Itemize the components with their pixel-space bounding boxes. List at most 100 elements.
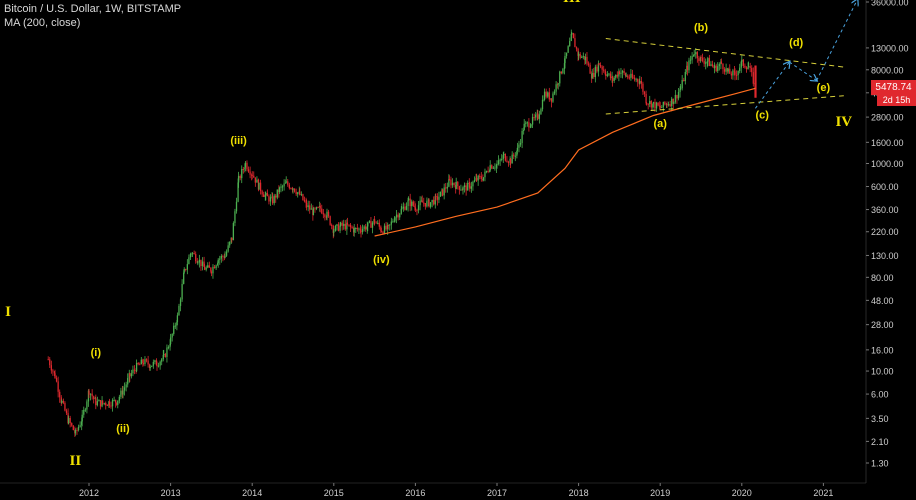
candle	[275, 195, 277, 198]
candle	[231, 237, 233, 241]
candle	[380, 226, 382, 232]
y-tick-label: 13000.00	[871, 43, 909, 53]
candle	[234, 211, 236, 223]
candle	[548, 92, 550, 100]
x-tick-label: 2015	[324, 488, 344, 498]
candle	[86, 401, 88, 410]
candle	[669, 104, 671, 106]
candle	[541, 99, 544, 110]
candle	[149, 364, 151, 369]
candle	[491, 165, 493, 169]
candle	[565, 52, 568, 56]
candle	[336, 224, 338, 226]
candle	[394, 217, 396, 221]
candle	[596, 66, 598, 72]
y-tick-label: 360.00	[871, 205, 899, 215]
candle	[162, 354, 164, 360]
candle	[219, 258, 221, 260]
candle	[639, 80, 641, 84]
time-axis[interactable]	[0, 483, 916, 500]
candle	[103, 403, 105, 405]
candle	[469, 183, 471, 189]
candle	[108, 401, 111, 406]
y-tick-label: 80.00	[871, 273, 894, 283]
candle	[49, 359, 51, 366]
candle	[287, 181, 289, 185]
candle	[586, 56, 588, 64]
last-price-tag: 5478.74	[871, 80, 916, 95]
candle	[261, 191, 263, 195]
candle	[77, 426, 80, 431]
candle	[358, 228, 360, 230]
candle	[740, 61, 742, 68]
candle	[241, 168, 243, 179]
candle	[169, 344, 171, 348]
candle	[412, 201, 414, 206]
candle	[305, 202, 308, 208]
candle	[249, 171, 251, 175]
candle	[95, 398, 97, 406]
candle	[673, 101, 675, 104]
projection-segment	[816, 0, 858, 81]
candle	[254, 177, 256, 183]
candle	[700, 56, 702, 58]
candle	[552, 93, 554, 102]
candle	[679, 89, 681, 93]
candle	[601, 66, 603, 70]
y-tick-label: 16.00	[871, 345, 894, 355]
candle	[117, 400, 119, 405]
candle	[67, 418, 70, 424]
candle	[212, 266, 214, 274]
candle	[101, 400, 104, 404]
candle	[81, 414, 83, 422]
candle	[387, 225, 389, 227]
candle	[504, 153, 507, 161]
candle	[281, 186, 284, 188]
candle	[99, 400, 102, 407]
candle	[163, 354, 165, 356]
candle	[523, 123, 525, 130]
candle	[609, 73, 612, 79]
candle	[217, 259, 219, 264]
candle	[496, 164, 498, 166]
candle	[421, 200, 423, 203]
candle	[210, 271, 213, 274]
candle	[188, 257, 190, 265]
candle	[145, 359, 148, 361]
candle	[604, 70, 606, 75]
candle	[424, 203, 426, 207]
y-tick-label: 36000.00	[871, 0, 909, 8]
candle	[461, 189, 464, 191]
candle	[395, 214, 398, 218]
candle	[265, 193, 267, 196]
candle	[348, 224, 350, 226]
candle	[647, 103, 649, 105]
candle	[405, 206, 408, 210]
candle	[213, 266, 216, 269]
candle	[608, 73, 610, 75]
candle	[643, 91, 646, 94]
candle	[497, 160, 500, 165]
candle	[69, 418, 71, 424]
candle	[730, 73, 732, 76]
candle	[564, 55, 566, 64]
candle	[523, 129, 525, 131]
wave-label: (c)	[755, 110, 769, 122]
candle	[650, 100, 652, 108]
y-tick-label: 28.00	[871, 320, 894, 330]
candle	[271, 196, 274, 204]
candle	[280, 186, 282, 188]
candle	[98, 400, 100, 402]
x-tick-label: 2012	[79, 488, 99, 498]
y-tick-label: 2.10	[871, 437, 889, 447]
candle	[635, 79, 637, 81]
candle	[333, 230, 335, 233]
candle	[698, 58, 700, 62]
candle	[195, 254, 197, 262]
candle	[115, 402, 117, 405]
candle	[401, 208, 403, 210]
candle	[76, 429, 78, 431]
candle	[618, 71, 621, 74]
candle	[722, 63, 724, 70]
